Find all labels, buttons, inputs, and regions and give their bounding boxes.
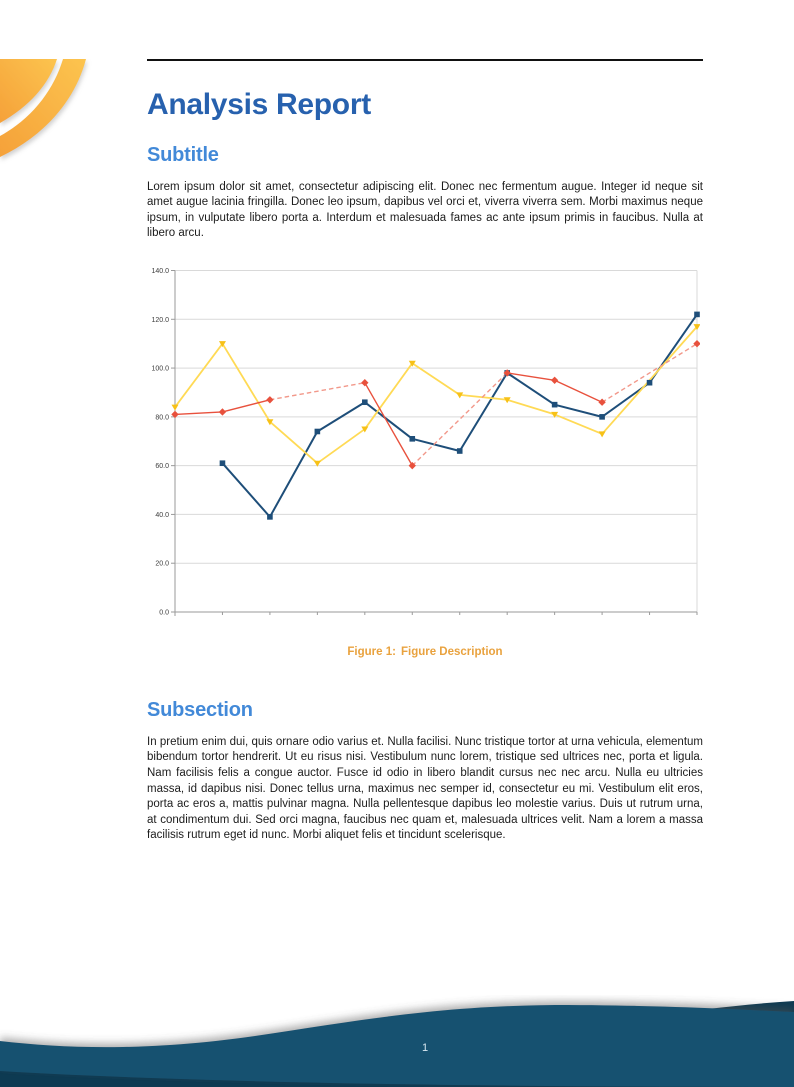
svg-text:140.0: 140.0 [151,268,169,275]
paragraph-intro: Lorem ipsum dolor sit amet, consectetur … [147,180,703,240]
paragraph-subsection: In pretium enim dui, quis ornare odio va… [147,735,703,842]
swoosh-shapes [0,59,86,157]
svg-text:20.0: 20.0 [155,561,169,568]
figure-caption: Figure 1: Figure Description [147,646,703,658]
figure-1: 0.0 20.0 40.0 60.0 80.0 100.0 120.0 140.0 Figur… [147,264,703,658]
svg-text:40.0: 40.0 [155,512,169,519]
section-heading-subtitle: Subtitle [147,143,219,166]
svg-text:120.0: 120.0 [151,317,169,324]
header-rule [147,59,703,61]
section-heading-subsection: Subsection [147,698,253,721]
svg-text:0.0: 0.0 [159,609,169,616]
page-content: Analysis Report Subtitle Lorem ipsum dol… [147,59,703,844]
svg-text:80.0: 80.0 [155,414,169,421]
svg-text:100.0: 100.0 [151,365,169,372]
figure-caption-text: Figure Description [400,645,503,658]
footer-wave-decoration [0,1001,794,1087]
page-number: 1 [421,1042,429,1054]
figure-caption-label: Figure 1: [347,645,396,658]
line-chart: 0.0 20.0 40.0 60.0 80.0 100.0 120.0 140.0 [151,268,700,616]
page-title: Analysis Report [147,87,371,121]
svg-text:60.0: 60.0 [155,463,169,470]
corner-swoosh-decoration [0,59,86,157]
